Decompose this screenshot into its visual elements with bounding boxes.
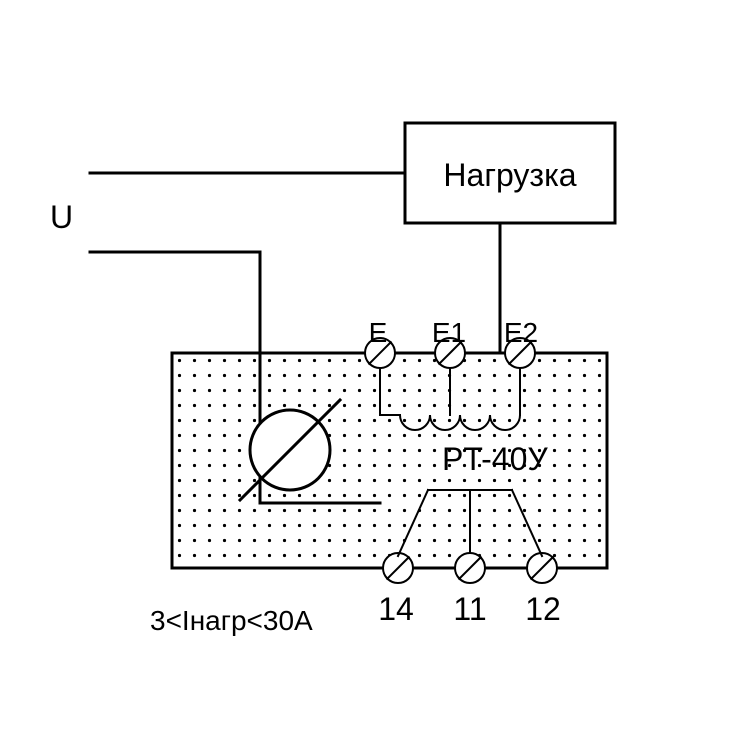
coil [400, 415, 520, 430]
terminal-11 [455, 553, 485, 583]
ct-symbol [240, 400, 340, 500]
terminal-12 [527, 553, 557, 583]
terminal-label-E2: E2 [504, 317, 538, 348]
load-label-text: Нагрузка [443, 157, 576, 193]
terminal-label-E1: E1 [432, 317, 466, 348]
terminal-14 [383, 553, 413, 583]
relay-model-label: PT-40У [442, 441, 548, 477]
terminal-label-14: 14 [378, 591, 414, 627]
terminal-label-E: E [369, 317, 388, 348]
u-label: U [50, 199, 73, 235]
terminal-label-11: 11 [453, 591, 486, 627]
terminal-label-12: 12 [525, 591, 561, 627]
current-range-label: 3<Iнагр<30А [150, 605, 313, 636]
